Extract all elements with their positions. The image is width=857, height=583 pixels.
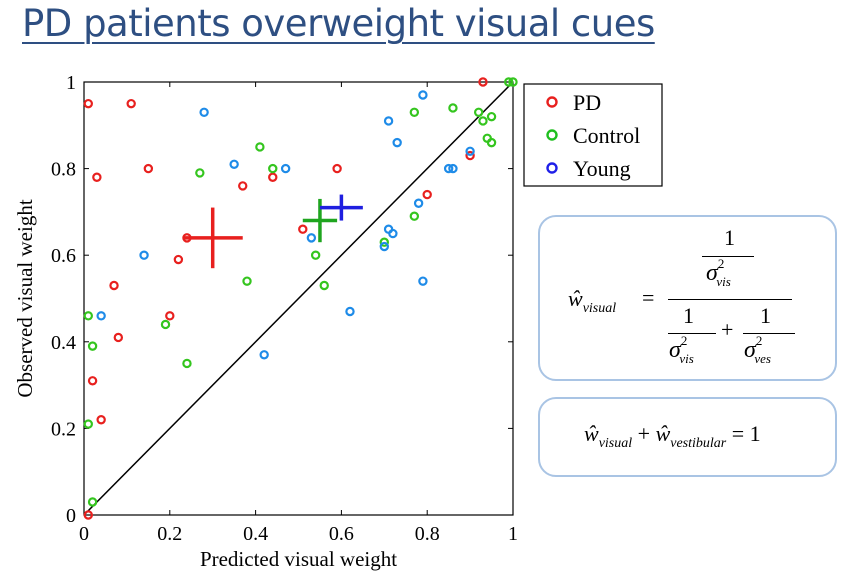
scatter-point-young xyxy=(345,306,355,317)
x-tick-label: 0.6 xyxy=(329,523,354,545)
x-tick-label: 0.4 xyxy=(243,523,268,545)
scatter-point-young xyxy=(465,146,475,156)
identity-line xyxy=(83,81,514,516)
scatter-point-pd xyxy=(92,172,102,182)
scatter-point-pd xyxy=(268,172,278,182)
x-tick-label: 0.8 xyxy=(415,523,440,545)
scatter-point-control xyxy=(160,319,171,330)
scatter-point-young xyxy=(229,159,239,169)
x-tick-label: 1 xyxy=(508,523,518,545)
sum-formula: ŵvisual + ŵvestibular = 1 xyxy=(584,421,761,451)
y-tick-label: 0.4 xyxy=(51,332,76,354)
formula-sum-box: ŵvisual + ŵvestibular = 1 xyxy=(538,397,837,477)
scatter-point-control xyxy=(473,107,484,118)
numerator-fraction-bar xyxy=(702,256,754,257)
x-tick-label: 0.2 xyxy=(157,523,182,545)
y-tick-label: 1 xyxy=(66,72,76,94)
legend-marker-control xyxy=(546,129,558,141)
scatter-point-control xyxy=(409,107,420,118)
scatter-point-young xyxy=(139,250,149,260)
denominator-one-b: 1 xyxy=(760,303,771,328)
slide-title: PD patients overweight visual cues xyxy=(22,2,655,45)
scatter-point-pd xyxy=(298,224,308,234)
scatter-point-control xyxy=(508,77,518,87)
scatter-point-young xyxy=(199,107,209,118)
scatter-point-control xyxy=(478,116,488,126)
scatter-point-control xyxy=(448,103,458,113)
scatter-point-control xyxy=(255,142,265,152)
scatter-point-pd xyxy=(143,163,154,174)
scatter-point-young xyxy=(383,116,394,126)
scatter-point-pd xyxy=(109,280,119,291)
y-tick-label: 0.2 xyxy=(51,418,76,440)
scatter-point-control xyxy=(310,250,321,260)
legend-marker-young xyxy=(546,162,558,174)
scatter-point-pd xyxy=(478,77,488,87)
scatter-point-pd xyxy=(173,254,184,265)
x-axis-label: Predicted visual weight xyxy=(200,547,397,571)
scatter-point-young xyxy=(259,350,269,360)
sigma-vis-top: σ2vis xyxy=(706,256,731,289)
scatter-point-control xyxy=(83,419,93,429)
scatter-point-control xyxy=(486,137,497,148)
scatter-point-young xyxy=(96,311,106,321)
scatter-point-control xyxy=(195,168,205,178)
scatter-point-control xyxy=(87,341,98,351)
scatter-point-control xyxy=(319,280,329,291)
x-tick-label: 0 xyxy=(79,523,89,545)
scatter-point-young xyxy=(418,276,428,286)
scatter-point-control xyxy=(83,311,93,321)
scatter-point-control xyxy=(486,111,497,122)
scatter-point-pd xyxy=(465,150,475,161)
scatter-point-young xyxy=(379,241,389,252)
scatter-point-control xyxy=(268,163,278,174)
scatter-point-control xyxy=(87,497,98,507)
scatter-point-young xyxy=(388,228,398,239)
legend-label-young: Young xyxy=(573,156,631,181)
y-tick-label: 0.8 xyxy=(51,159,76,181)
scatter-point-control xyxy=(242,276,252,286)
plus-sign: + xyxy=(721,317,734,342)
equals-sign: = xyxy=(642,285,655,310)
sigma-vis-bottom: σ2vis xyxy=(669,333,694,366)
scatter-point-young xyxy=(418,90,428,100)
scatter-point-young xyxy=(443,163,454,174)
scatter-point-pd xyxy=(422,189,432,200)
legend-marker-pd xyxy=(546,96,558,108)
scatter-point-pd xyxy=(238,181,248,191)
scatter-point-pd xyxy=(87,376,98,386)
w-hat-symbol: ŵvisual xyxy=(568,286,617,316)
y-axis-label: Observed visual weight xyxy=(13,199,37,397)
sigma-ves-bottom: σ2ves xyxy=(744,333,771,366)
scatter-point-pd xyxy=(165,311,175,321)
scatter-point-young xyxy=(413,198,424,208)
denominator-one-a: 1 xyxy=(683,303,694,328)
scatter-point-pd xyxy=(83,98,93,109)
scatter-point-young xyxy=(306,233,317,243)
scatter-point-control xyxy=(504,77,514,87)
scatter-point-control xyxy=(379,237,389,247)
scatter-point-pd xyxy=(332,163,342,174)
denominator-bar-b xyxy=(743,333,795,334)
scatter-point-pd xyxy=(113,332,124,343)
plot-frame xyxy=(83,81,514,516)
scatter-point-young xyxy=(448,163,458,174)
legend-label-control: Control xyxy=(573,123,640,148)
y-tick-label: 0.6 xyxy=(51,245,76,267)
scatter-point-pd xyxy=(126,98,136,109)
formula-weight-box: ŵvisual = 1 σ2vis 1 σ2vis + 1 σ2ves xyxy=(538,215,837,381)
scatter-point-control xyxy=(182,358,192,369)
scatter-point-control xyxy=(409,211,420,221)
scatter-point-young xyxy=(392,137,402,148)
scatter-point-pd xyxy=(96,415,106,425)
numerator-one: 1 xyxy=(724,225,735,250)
scatter-point-young xyxy=(280,163,291,174)
legend-label-pd: PD xyxy=(573,90,601,115)
scatter-point-pd xyxy=(83,510,93,520)
main-fraction-bar xyxy=(668,299,792,300)
y-tick-label: 0 xyxy=(66,505,76,527)
denominator-bar-a xyxy=(668,333,716,334)
